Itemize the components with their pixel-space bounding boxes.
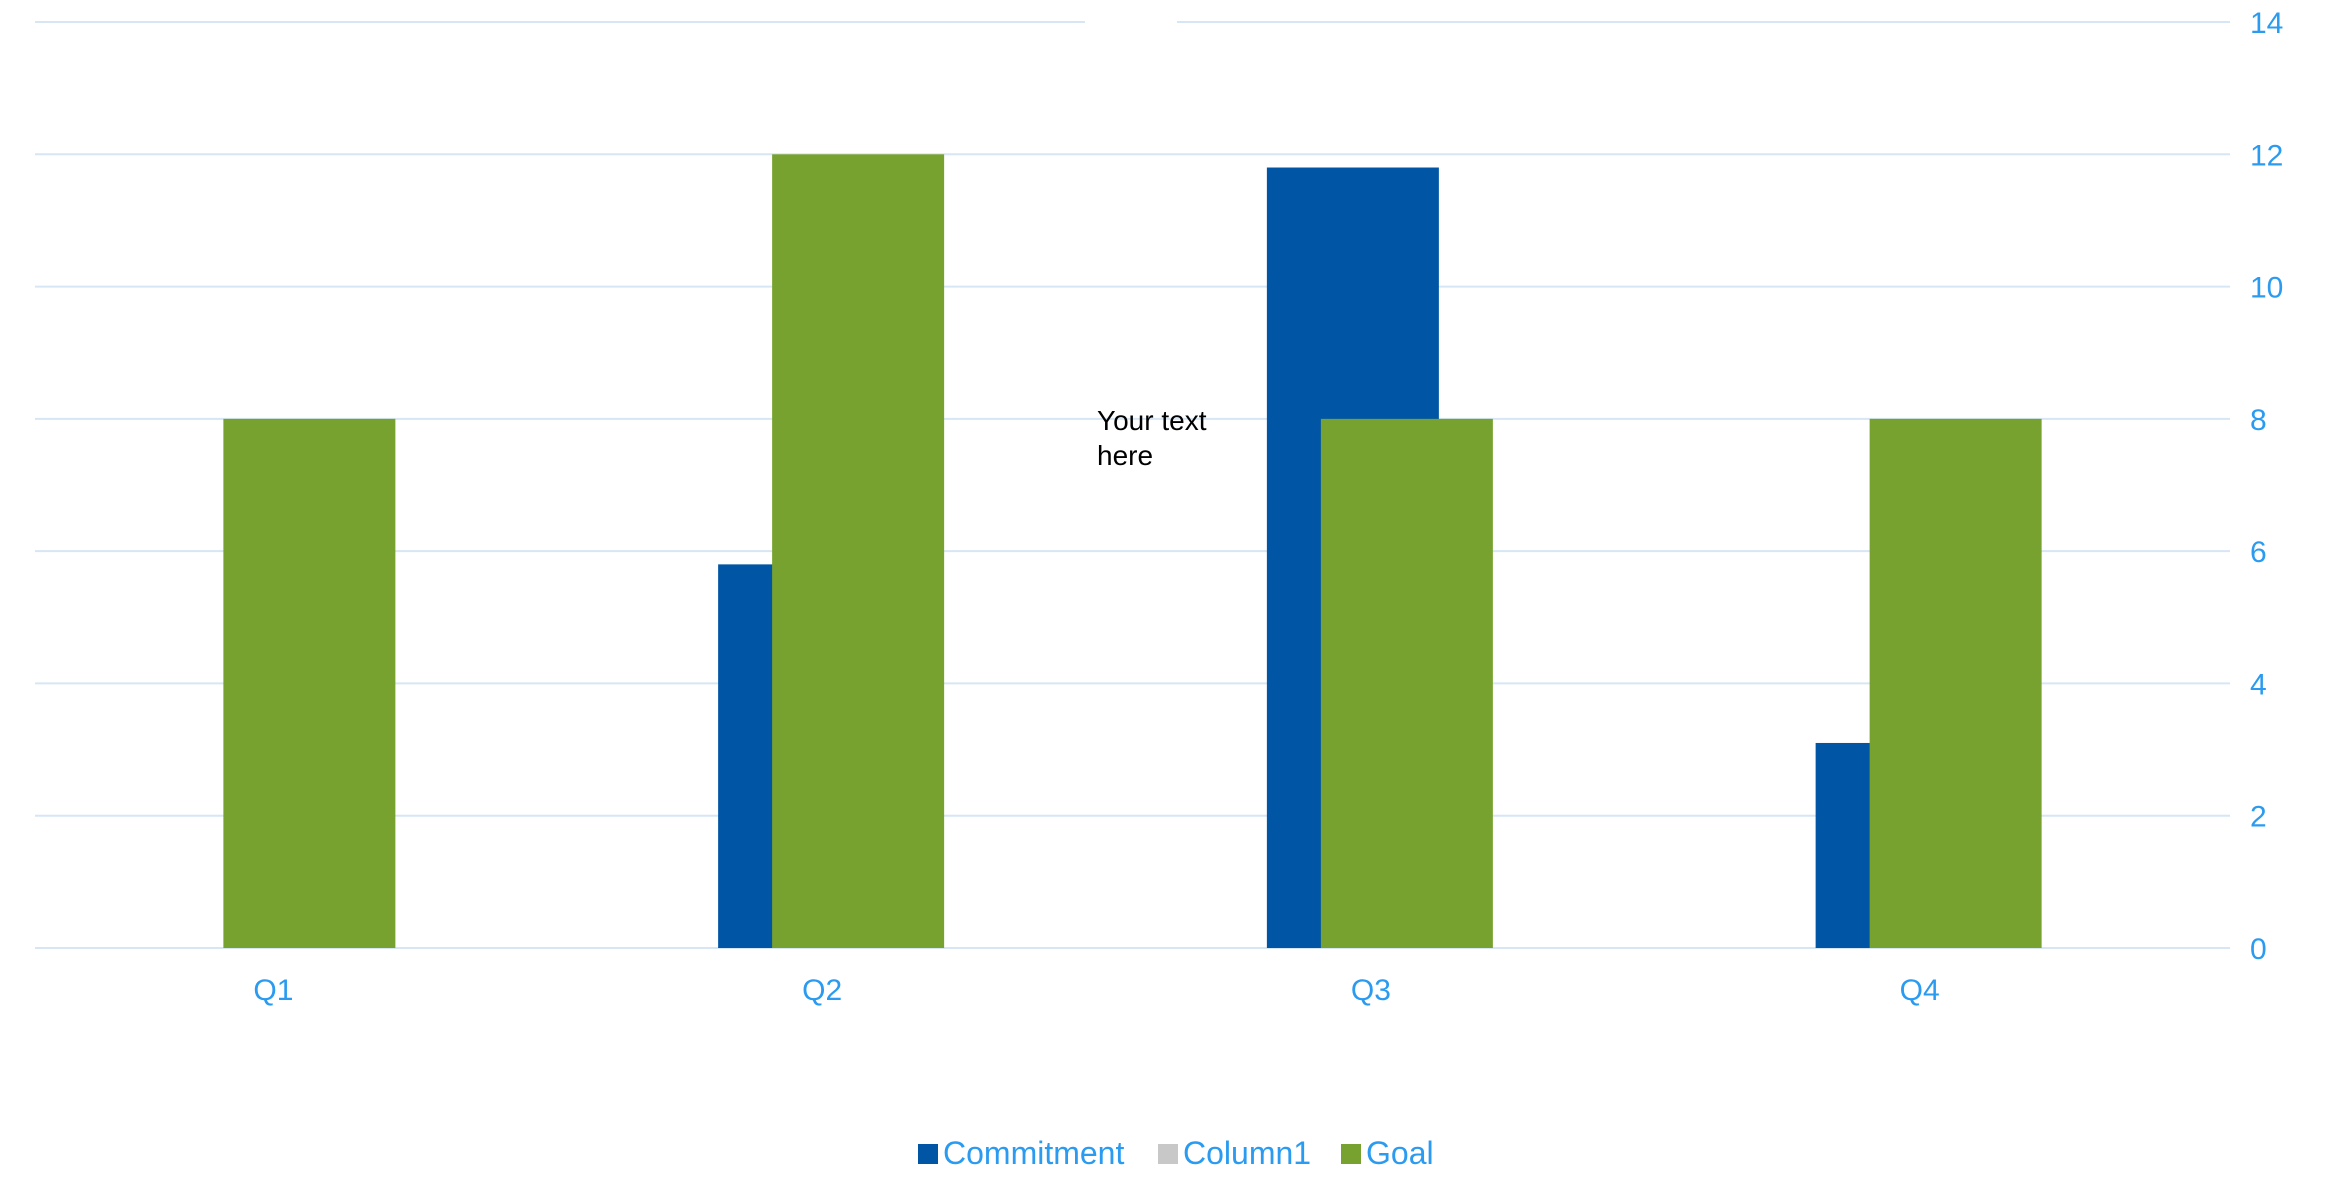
legend-swatch [918,1144,938,1164]
x-tick-label: Q2 [802,974,842,1007]
legend-label: Goal [1366,1135,1434,1171]
y-axis-ticks: 0 2 4 6 8 10 12 14 [2250,7,2283,966]
x-tick-label: Q1 [253,974,293,1007]
bar-goal [1320,418,1493,948]
x-tick-label: Q4 [1900,974,1940,1007]
y-tick-label: 2 [2250,801,2267,834]
annotation-backdrop [1085,0,1177,30]
bar-goal [1869,418,2042,948]
legend: Commitment Column1 Goal [918,1135,1434,1171]
y-tick-label: 4 [2250,668,2267,701]
bar-goal [772,154,945,949]
bar-goal [223,418,396,948]
y-tick-label: 14 [2250,7,2283,40]
gridlines [35,21,2230,949]
x-axis-ticks: Q1 Q2 Q3 Q4 [253,974,1939,1007]
y-tick-label: 0 [2250,933,2267,966]
bars [223,154,2042,949]
y-tick-label: 12 [2250,139,2283,172]
x-tick-label: Q3 [1351,974,1391,1007]
legend-label: Column1 [1183,1135,1311,1171]
y-tick-label: 8 [2250,404,2267,437]
y-tick-label: 10 [2250,272,2283,305]
legend-swatch [1341,1144,1361,1164]
annotation-line-1: Your text [1097,405,1207,436]
annotation-line-2: here [1097,440,1153,471]
annotation: Your text here [1085,0,1207,471]
y-tick-label: 6 [2250,536,2267,569]
legend-swatch [1158,1144,1178,1164]
legend-label: Commitment [943,1135,1124,1171]
